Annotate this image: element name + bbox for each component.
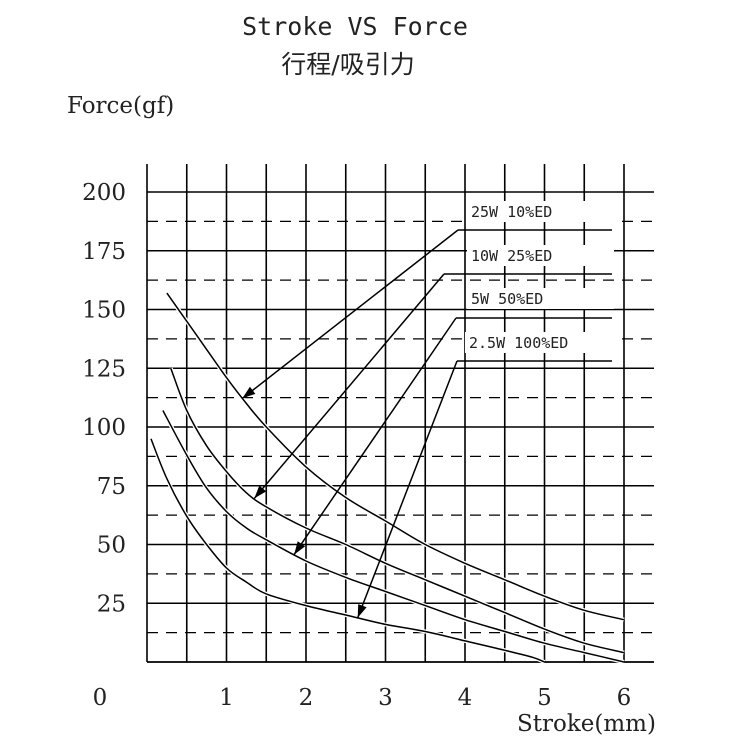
- y-tick-label: 200: [82, 180, 126, 206]
- legend-leader-line: [253, 273, 445, 499]
- series-line-halo: [149, 438, 546, 664]
- legend-label-bg: [467, 288, 614, 309]
- series-line: [162, 410, 625, 663]
- x-axis-label: Stroke(mm): [517, 711, 656, 737]
- series-line: [166, 292, 625, 621]
- x-tick-label: 3: [378, 685, 393, 711]
- y-tick-label: 100: [82, 415, 126, 441]
- legend-arrowhead: [254, 485, 267, 499]
- y-tick-label: 175: [82, 239, 126, 265]
- chart-title: Stroke VS Force: [242, 12, 468, 41]
- legend-label: 5W 50%ED: [471, 290, 543, 308]
- x-tick-label: 1: [219, 685, 234, 711]
- legend-label-bg: [465, 332, 614, 353]
- chart-subtitle: 行程/吸引力: [281, 50, 414, 79]
- y-axis-label: Force(gf): [67, 93, 174, 119]
- legend-label: 25W 10%ED: [471, 203, 552, 221]
- y-tick-label: 75: [97, 474, 126, 500]
- x-tick-label: 4: [458, 685, 473, 711]
- x-tick-label: 6: [617, 685, 632, 711]
- y-tick-label: 25: [97, 591, 126, 617]
- y-tick-label: 125: [82, 356, 126, 382]
- series-lines: [149, 291, 625, 664]
- legend-leader-line: [293, 317, 457, 556]
- origin-label: 0: [93, 685, 108, 711]
- legend-label-bg: [467, 201, 614, 222]
- legend-arrowhead: [357, 604, 367, 618]
- tick-labels: 25 50 75 100 125 150 175 200 1 2 3 4 5 6: [82, 180, 631, 711]
- y-tick-label: 50: [97, 533, 126, 559]
- legend-label: 10W 25%ED: [471, 247, 552, 265]
- legend-leader-line: [356, 360, 458, 619]
- legend-arrowhead: [294, 541, 306, 555]
- y-tick-label: 150: [82, 298, 126, 324]
- legend-arrowhead: [242, 386, 256, 399]
- x-tick-label: 2: [299, 685, 314, 711]
- series-line: [170, 368, 625, 654]
- legend: 25W 10%ED 10W 25%ED 5W 50%ED 2.5W 100%ED: [241, 201, 614, 619]
- series-line: [150, 438, 545, 663]
- legend-label-bg: [467, 245, 614, 266]
- legend-label: 2.5W 100%ED: [469, 334, 568, 352]
- x-tick-label: 5: [537, 685, 552, 711]
- grid: [146, 164, 654, 663]
- legend-leader-line: [241, 229, 459, 399]
- series-line-halo: [168, 367, 625, 655]
